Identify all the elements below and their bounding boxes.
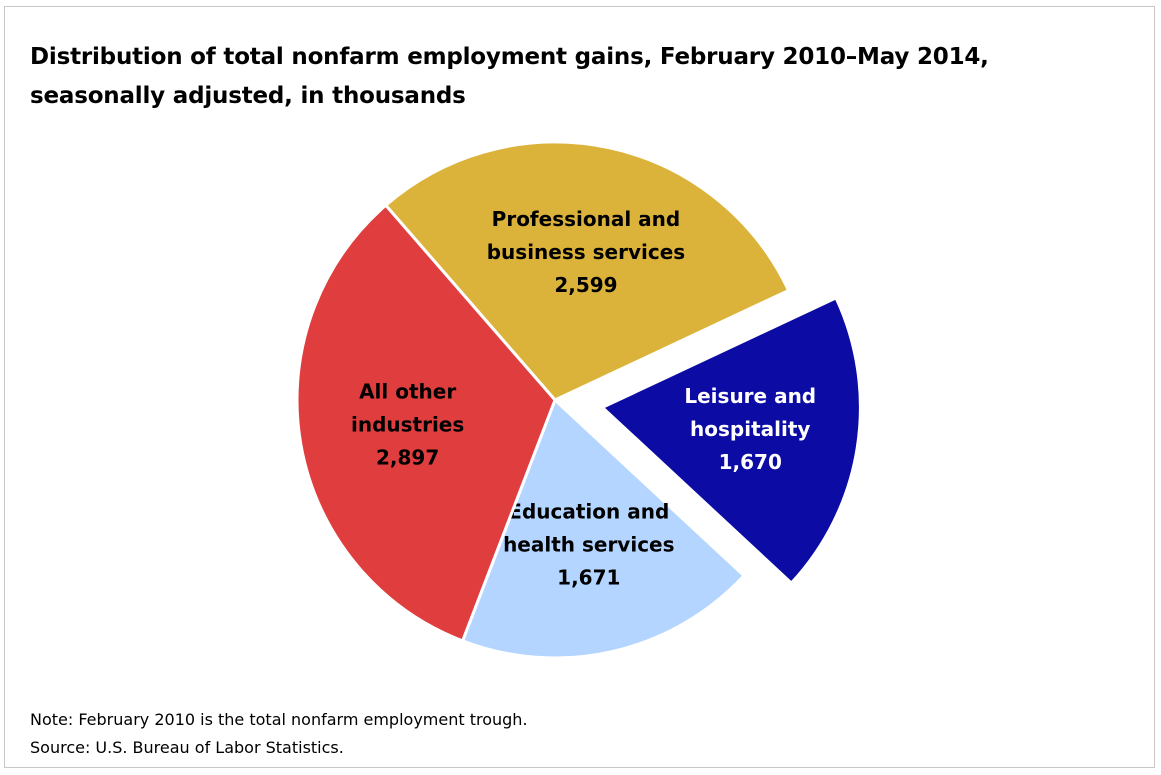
slice-category-label: Professional and (492, 207, 681, 231)
pie-slice (599, 295, 862, 586)
slice-label-group: Professional and business services 2,599 (487, 207, 685, 297)
slice-label-group: Leisure and hospitality 1,670 (684, 384, 816, 474)
chart-title-line-1: Distribution of total nonfarm employment… (30, 44, 989, 70)
slice-category-label: health services (503, 532, 674, 556)
slice-value-label: 2,599 (554, 273, 617, 297)
pie-slice (295, 203, 557, 643)
pie-slice (460, 397, 747, 660)
chart-title: Distribution of total nonfarm employment… (30, 38, 1110, 116)
footer-note: Note: February 2010 is the total nonfarm… (30, 710, 528, 729)
slice-category-label: Education and (508, 499, 669, 523)
slice-category-label: business services (487, 240, 685, 264)
chart-footer: Note: February 2010 is the total nonfarm… (30, 706, 528, 762)
pie-slice (383, 140, 791, 402)
slice-category-label: Leisure and (684, 384, 816, 408)
slice-category-label: industries (351, 413, 464, 437)
slice-value-label: 1,670 (719, 450, 782, 474)
chart-title-line-2: seasonally adjusted, in thousands (30, 83, 466, 109)
slice-category-label: hospitality (690, 417, 810, 441)
slice-value-label: 1,671 (557, 565, 620, 589)
slice-label-group: Education and health services 1,671 (503, 499, 674, 589)
slice-label-group: All other industries 2,897 (351, 380, 464, 470)
slice-category-label: All other (359, 380, 456, 404)
footer-source: Source: U.S. Bureau of Labor Statistics. (30, 738, 344, 757)
slice-value-label: 2,897 (376, 446, 439, 470)
